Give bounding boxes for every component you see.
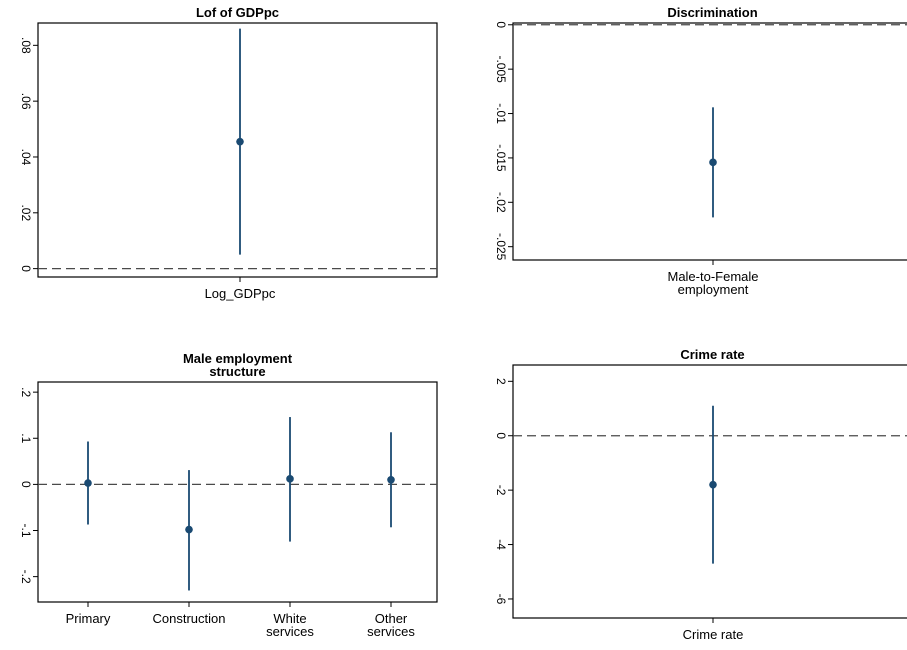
y-tick-label: -4 [494, 539, 508, 550]
x-category-label: services [266, 624, 314, 639]
y-tick-label: -2 [494, 485, 508, 496]
x-category-label: Primary [66, 611, 111, 626]
chart-title: Lof of GDPpc [196, 5, 279, 20]
chart-title: Crime rate [680, 347, 744, 362]
panel-4: Crime rate 2 0 -2 -4 -6 Crime rate [494, 347, 907, 642]
chart-title: Discrimination [667, 5, 757, 20]
plot-frame [512, 22, 907, 261]
point-estimate [709, 158, 717, 167]
plot-frame [37, 381, 438, 603]
y-tick-label: .08 [19, 37, 33, 54]
x-category-label: Construction [153, 611, 226, 626]
x-category-label: Crime rate [683, 627, 744, 642]
panel-1: Lof of GDPpc 0 .02 .04 .06 .08 Log_GDPpc [19, 5, 438, 301]
x-category-label: services [367, 624, 415, 639]
y-tick-label: .02 [19, 204, 33, 221]
y-tick-label: -.01 [494, 103, 508, 124]
x-category-label: employment [678, 282, 749, 297]
y-tick-label: .04 [19, 149, 33, 166]
y-tick-label: .2 [19, 387, 33, 397]
y-tick-label: 2 [494, 378, 508, 385]
y-tick-label: -.1 [19, 524, 33, 538]
y-tick-label: -.2 [19, 570, 33, 584]
y-tick-label: -.015 [494, 144, 508, 172]
x-category-label: Male-to-Female [667, 269, 758, 284]
y-tick-label: .1 [19, 433, 33, 443]
y-tick-label: 0 [19, 481, 33, 488]
y-tick-label: 0 [494, 21, 508, 28]
y-tick-label: 0 [19, 265, 33, 272]
y-tick-label: -6 [494, 594, 508, 605]
plot-frame [512, 364, 907, 619]
y-tick-label: -.005 [494, 55, 508, 83]
x-category-label: Other [375, 611, 408, 626]
y-tick-label: -.025 [494, 233, 508, 261]
x-category-label: White [273, 611, 306, 626]
y-tick-label: -.02 [494, 192, 508, 213]
y-tick-label: 0 [494, 432, 508, 439]
y-tick-label: .06 [19, 93, 33, 110]
x-category-label: Log_GDPpc [205, 286, 276, 301]
point-estimate [84, 479, 92, 487]
point-estimate [709, 480, 717, 489]
point-estimate [387, 475, 395, 484]
chart-title: structure [209, 364, 265, 379]
plot-frame [37, 22, 438, 278]
panel-2: Discrimination 0 -.005 -.01 -.015 -.02 -.025 Ma… [494, 5, 907, 297]
point-estimate [185, 525, 193, 534]
point-estimate [236, 137, 244, 146]
chart-title: Male employment [183, 351, 293, 366]
point-estimate [286, 475, 294, 483]
